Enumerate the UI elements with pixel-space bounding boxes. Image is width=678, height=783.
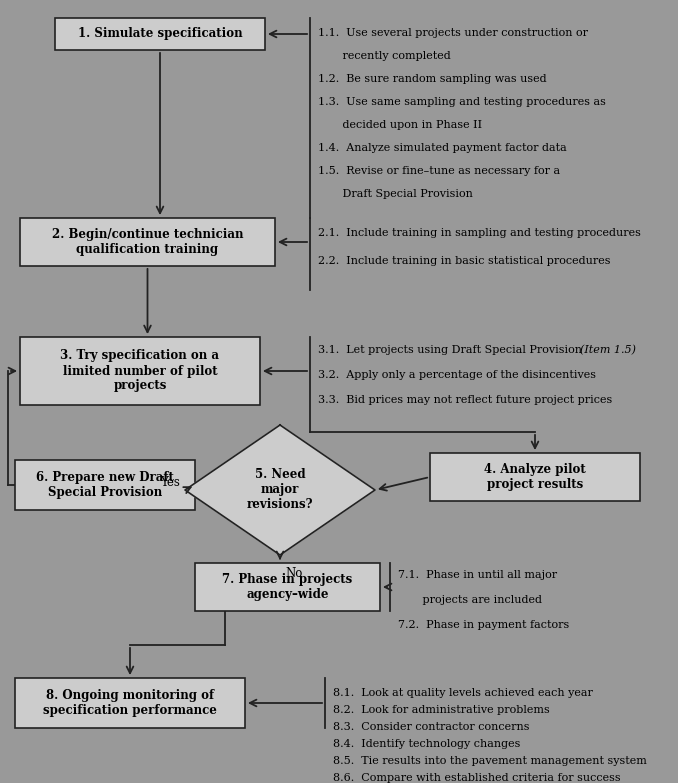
Bar bbox=[20, 337, 260, 405]
Text: No: No bbox=[285, 567, 302, 580]
Text: decided upon in Phase II: decided upon in Phase II bbox=[318, 120, 482, 130]
Text: 3.2.  Apply only a percentage of the disincentives: 3.2. Apply only a percentage of the disi… bbox=[318, 370, 596, 380]
Text: (Item 1.5): (Item 1.5) bbox=[580, 345, 636, 355]
Text: 1.4.  Analyze simulated payment factor data: 1.4. Analyze simulated payment factor da… bbox=[318, 143, 567, 153]
Bar bbox=[55, 18, 265, 50]
Text: 3.3.  Bid prices may not reflect future project prices: 3.3. Bid prices may not reflect future p… bbox=[318, 395, 612, 405]
Text: projects are included: projects are included bbox=[398, 595, 542, 605]
Text: Draft Special Provision: Draft Special Provision bbox=[318, 189, 473, 199]
Text: 8.3.  Consider contractor concerns: 8.3. Consider contractor concerns bbox=[333, 722, 530, 732]
Text: 4. Analyze pilot
project results: 4. Analyze pilot project results bbox=[484, 463, 586, 491]
Polygon shape bbox=[185, 425, 375, 555]
Text: Yes: Yes bbox=[160, 475, 180, 489]
Text: 8.2.  Look for administrative problems: 8.2. Look for administrative problems bbox=[333, 705, 550, 715]
Text: 8. Ongoing monitoring of
specification performance: 8. Ongoing monitoring of specification p… bbox=[43, 689, 217, 717]
Text: 3.1.  Let projects using Draft Special Provision: 3.1. Let projects using Draft Special Pr… bbox=[318, 345, 586, 355]
Text: recently completed: recently completed bbox=[318, 51, 451, 61]
Text: 7. Phase in projects
agency–wide: 7. Phase in projects agency–wide bbox=[222, 573, 353, 601]
Text: 1.1.  Use several projects under construction or: 1.1. Use several projects under construc… bbox=[318, 28, 588, 38]
Text: 1.2.  Be sure random sampling was used: 1.2. Be sure random sampling was used bbox=[318, 74, 546, 84]
Text: 7.2.  Phase in payment factors: 7.2. Phase in payment factors bbox=[398, 620, 570, 630]
Text: 2. Begin/continue technician
qualification training: 2. Begin/continue technician qualificati… bbox=[52, 228, 243, 256]
Text: 2.2.  Include training in basic statistical procedures: 2.2. Include training in basic statistic… bbox=[318, 256, 610, 266]
Text: 1. Simulate specification: 1. Simulate specification bbox=[78, 27, 242, 41]
Text: 8.4.  Identify technology changes: 8.4. Identify technology changes bbox=[333, 739, 521, 749]
Bar bbox=[15, 678, 245, 728]
Bar bbox=[20, 218, 275, 266]
Bar bbox=[430, 453, 640, 501]
Text: 1.3.  Use same sampling and testing procedures as: 1.3. Use same sampling and testing proce… bbox=[318, 97, 606, 107]
Bar bbox=[195, 563, 380, 611]
Bar bbox=[15, 460, 195, 510]
Text: 3. Try specification on a
limited number of pilot
projects: 3. Try specification on a limited number… bbox=[60, 349, 220, 392]
Text: 2.1.  Include training in sampling and testing procedures: 2.1. Include training in sampling and te… bbox=[318, 228, 641, 238]
Text: 1.5.  Revise or fine–tune as necessary for a: 1.5. Revise or fine–tune as necessary fo… bbox=[318, 166, 560, 176]
Text: 8.5.  Tie results into the pavement management system: 8.5. Tie results into the pavement manag… bbox=[333, 756, 647, 766]
Text: 5. Need
major
revisions?: 5. Need major revisions? bbox=[247, 468, 313, 511]
Text: 8.1.  Look at quality levels achieved each year: 8.1. Look at quality levels achieved eac… bbox=[333, 688, 593, 698]
Text: 7.1.  Phase in until all major: 7.1. Phase in until all major bbox=[398, 570, 557, 580]
Text: 8.6.  Compare with established criteria for success: 8.6. Compare with established criteria f… bbox=[333, 773, 620, 783]
Text: 6. Prepare new Draft
Special Provision: 6. Prepare new Draft Special Provision bbox=[36, 471, 174, 499]
